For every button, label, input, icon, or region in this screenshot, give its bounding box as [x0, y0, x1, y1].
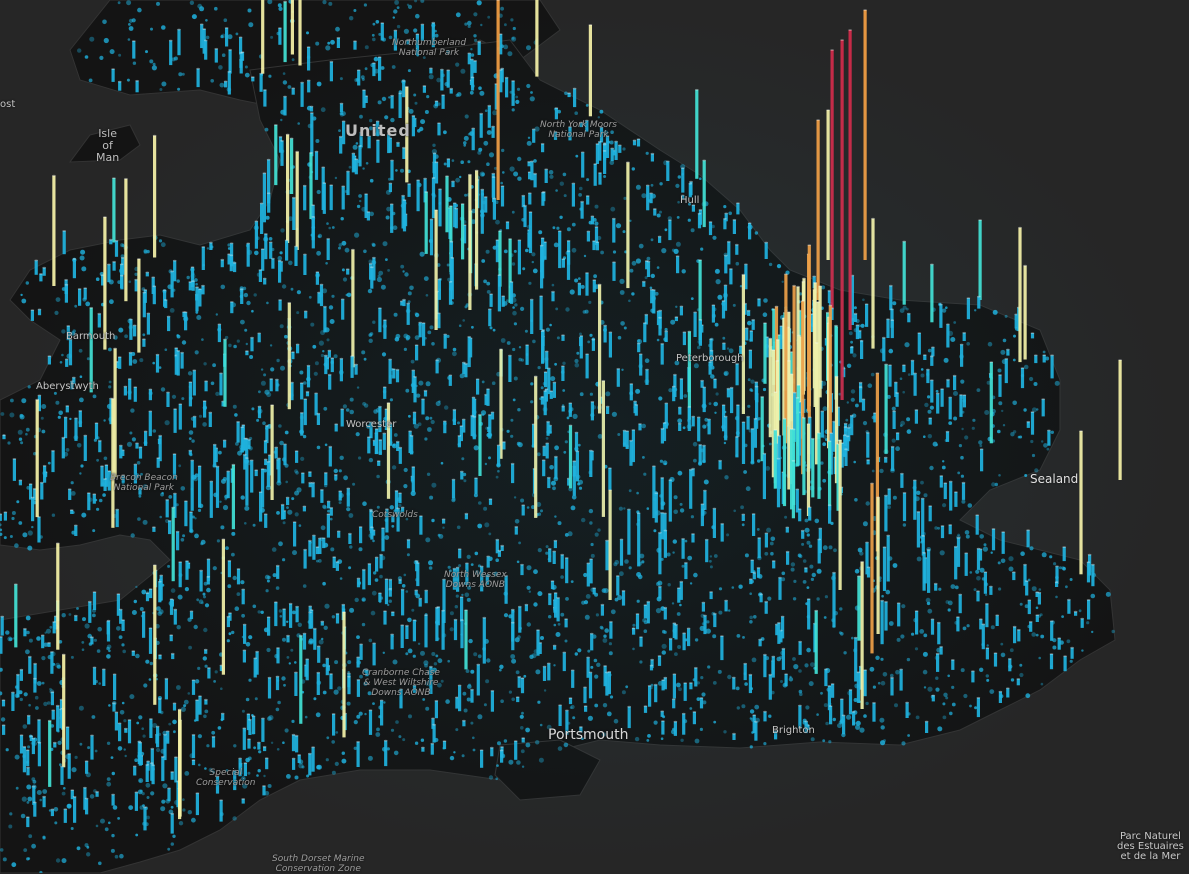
map-view[interactable]: Northumberland National Park North York …	[0, 0, 1189, 873]
map-canvas[interactable]	[0, 0, 1189, 873]
